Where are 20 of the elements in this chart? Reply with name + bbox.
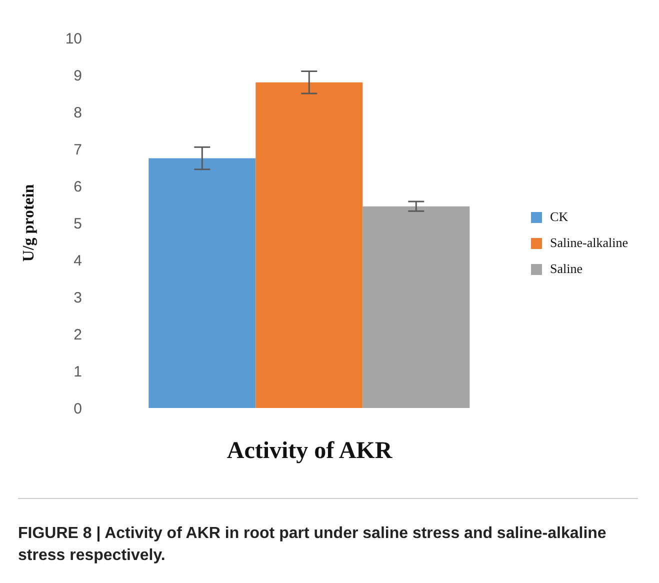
y-tick-label: 2	[74, 326, 82, 344]
bar	[256, 82, 363, 408]
caption: FIGURE 8 | Activity of AKR in root part under saline stress and saline-alkaline stress respectively.	[18, 524, 608, 566]
y-tick-label: 0	[74, 400, 82, 418]
y-tick-label: 5	[74, 215, 82, 232]
y-tick-label: 4	[74, 252, 82, 270]
y-tick-label: 10	[65, 30, 82, 48]
y-tick-label: 9	[74, 67, 82, 84]
legend-label: CK	[550, 209, 568, 225]
y-tick-label: 6	[74, 178, 82, 196]
bar	[362, 206, 470, 408]
legend-label: Saline-alkaline	[550, 235, 628, 251]
y-tick-label: 7	[74, 141, 82, 158]
x-axis-title: Activity of AKR	[226, 438, 393, 464]
y-tick-label: 8	[74, 104, 82, 122]
y-tick-label: 3	[74, 289, 82, 306]
bar	[148, 158, 256, 408]
legend-label: Saline	[550, 261, 583, 277]
y-axis-title: U/g protein	[20, 184, 38, 262]
y-tick-label: 1	[74, 363, 82, 380]
